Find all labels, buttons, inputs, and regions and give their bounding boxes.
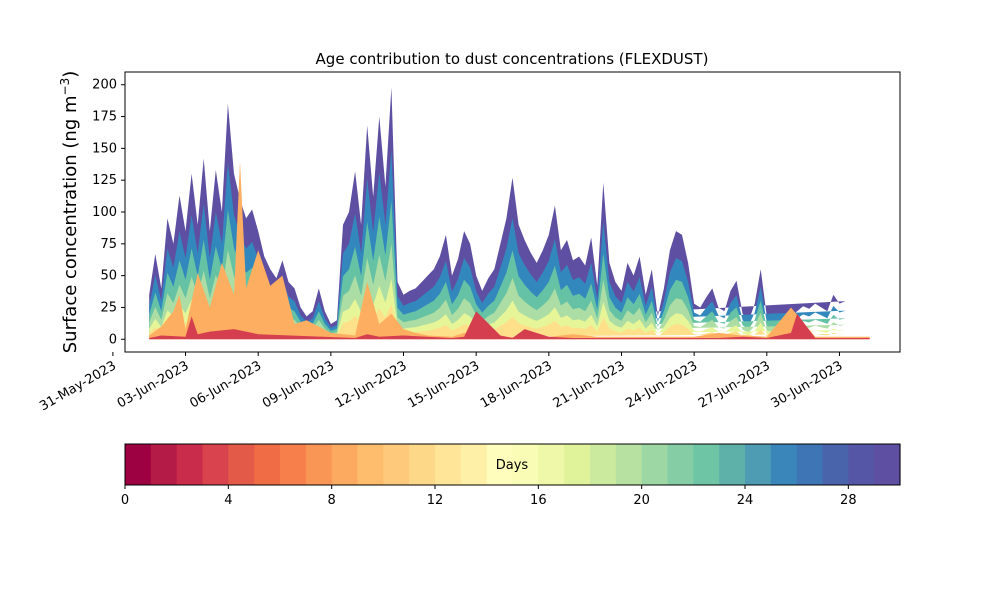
colorbar-segment: [435, 444, 462, 485]
y-tick-label: 50: [100, 269, 117, 284]
y-tick-label: 125: [92, 173, 117, 188]
plot-area: [149, 87, 870, 340]
area-series-band-4: [149, 278, 846, 340]
colorbar-segment: [150, 444, 178, 485]
colorbar-segment: [590, 444, 617, 485]
y-tick-label: 200: [92, 78, 117, 93]
colorbar-segment: [409, 444, 436, 485]
y-tick-label: 75: [100, 237, 117, 252]
x-tick-label: 09-Jun-2023: [260, 358, 337, 411]
chart-title: Age contribution to dust concentrations …: [316, 50, 709, 68]
colorbar-segment: [822, 444, 849, 485]
y-axis-label: Surface concentration (ng m−3): [58, 71, 81, 354]
colorbar-segment: [848, 444, 875, 485]
colorbar-segment: [667, 444, 694, 485]
x-tick-label: 18-Jun-2023: [478, 358, 555, 411]
colorbar-segment: [228, 444, 255, 485]
colorbar-segment: [538, 444, 565, 485]
x-tick-label: 12-Jun-2023: [333, 358, 410, 411]
colorbar-segment: [486, 444, 514, 485]
x-tick-label: 15-Jun-2023: [405, 358, 482, 411]
colorbar-frame: [124, 443, 901, 486]
y-tick-label: 100: [92, 205, 117, 220]
colorbar-segment: [125, 444, 152, 485]
x-tick-label: 03-Jun-2023: [115, 358, 192, 411]
colorbar-tick-label: 4: [224, 493, 232, 508]
y-tick-label: 25: [100, 300, 117, 315]
colorbar-segment: [719, 444, 746, 485]
colorbar-segment: [745, 444, 772, 485]
colorbar-tick-label: 8: [328, 493, 336, 508]
colorbar-label: Days: [496, 458, 529, 473]
colorbar-segment: [176, 444, 204, 485]
y-tick-label: 175: [92, 110, 117, 125]
colorbar-tick-label: 12: [427, 493, 444, 508]
y-tick-label: 150: [92, 141, 117, 156]
colorbar-tick-label: 28: [840, 493, 857, 508]
x-tick-label: 27-Jun-2023: [696, 358, 773, 411]
colorbar-segment: [564, 444, 591, 485]
x-tick-label: 30-Jun-2023: [769, 358, 846, 411]
area-series-band-3: [149, 243, 846, 340]
colorbar-segment: [512, 444, 539, 485]
colorbar-segment: [383, 444, 410, 485]
x-tick-label: 31-May-2023: [37, 358, 119, 414]
x-tick-label: 06-Jun-2023: [187, 358, 264, 411]
area-series-band-5: [149, 304, 846, 340]
colorbar-segment: [280, 444, 307, 485]
x-tick-label: 24-Jun-2023: [623, 358, 700, 411]
colorbar-segment: [796, 444, 824, 485]
colorbar: 0 4 8 12 16 20 24 28: [121, 443, 901, 508]
colorbar-segment: [874, 444, 901, 485]
colorbar-tick-label: 20: [633, 493, 650, 508]
colorbar-segment: [202, 444, 229, 485]
colorbar-segment: [254, 444, 281, 485]
colorbar-segment: [357, 444, 384, 485]
colorbar-tick-label: 0: [121, 493, 129, 508]
y-tick-label: 0: [109, 332, 117, 347]
colorbar-segment: [460, 444, 488, 485]
colorbar-segment: [615, 444, 643, 485]
colorbar-tick-label: 24: [737, 493, 754, 508]
colorbar-segment: [693, 444, 720, 485]
colorbar-segment: [305, 444, 333, 485]
area-series-youngest-age: [149, 311, 870, 340]
colorbar-segment: [770, 444, 798, 485]
x-tick-label: 21-Jun-2023: [551, 358, 628, 411]
colorbar-tick-label: 16: [530, 493, 547, 508]
colorbar-segment: [331, 444, 359, 485]
colorbar-segment: [641, 444, 669, 485]
